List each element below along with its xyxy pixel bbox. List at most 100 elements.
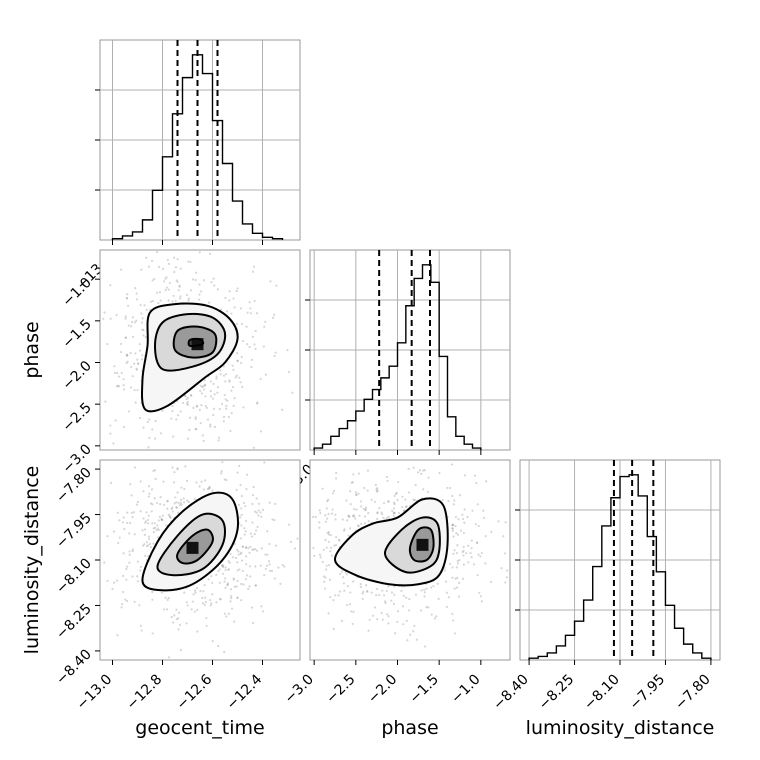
sample-point <box>235 585 238 588</box>
sample-point <box>245 325 248 328</box>
sample-point <box>418 469 422 472</box>
sample-point <box>239 307 242 310</box>
sample-point <box>150 510 153 513</box>
density-peak <box>186 541 199 554</box>
sample-point <box>201 385 204 389</box>
sample-point <box>432 585 435 588</box>
histogram-step-line <box>528 474 712 660</box>
sample-point <box>240 361 243 365</box>
sample-point <box>415 638 418 641</box>
sample-point <box>334 477 338 480</box>
sample-point <box>240 355 243 358</box>
y-tick-label: −7.95 <box>53 510 95 552</box>
sample-point <box>454 515 458 519</box>
sample-point <box>156 527 159 530</box>
sample-point <box>122 388 126 391</box>
sample-point <box>135 503 139 506</box>
sample-point <box>221 402 224 406</box>
sample-point <box>148 418 151 421</box>
sample-point <box>502 535 505 538</box>
sample-point <box>452 619 455 622</box>
sample-point <box>233 620 236 623</box>
sample-point <box>194 427 198 431</box>
sample-point <box>171 510 174 513</box>
sample-point <box>164 596 167 599</box>
sample-point <box>384 600 387 603</box>
sample-point <box>192 593 195 596</box>
sample-point <box>180 503 183 506</box>
sample-point <box>382 516 385 519</box>
sample-point <box>459 529 463 532</box>
sample-point <box>325 517 329 520</box>
sample-point <box>151 522 154 525</box>
sample-point <box>357 524 360 528</box>
sample-point <box>455 566 458 569</box>
sample-point <box>286 349 289 352</box>
contour-line <box>384 516 441 574</box>
sample-point <box>218 597 222 601</box>
sample-point <box>262 345 265 348</box>
sample-point <box>361 592 364 595</box>
sample-point <box>414 593 418 596</box>
sample-point <box>334 543 338 547</box>
sample-point <box>228 379 231 382</box>
sample-point <box>166 507 169 510</box>
sample-point <box>125 578 128 581</box>
sample-point <box>355 494 358 497</box>
sample-point <box>122 516 125 519</box>
sample-point <box>141 544 145 547</box>
sample-point <box>120 606 123 609</box>
sample-point <box>139 510 142 513</box>
contour-line <box>334 497 449 587</box>
sample-point <box>160 591 164 594</box>
sample-point <box>219 369 222 372</box>
sample-point <box>244 546 248 550</box>
sample-point <box>165 276 168 279</box>
sample-point <box>233 585 236 588</box>
sample-point <box>347 515 350 518</box>
sample-point <box>142 328 145 332</box>
sample-point <box>322 548 325 551</box>
sample-point <box>185 601 188 604</box>
sample-point <box>407 491 411 494</box>
sample-point <box>120 268 123 271</box>
sample-point <box>122 552 125 555</box>
sample-point <box>359 585 362 589</box>
sample-point <box>239 381 242 384</box>
sample-point <box>242 583 245 586</box>
sample-point <box>238 464 241 468</box>
sample-point <box>144 335 147 339</box>
sample-point <box>138 416 142 420</box>
sample-point <box>211 581 214 584</box>
sample-point <box>145 511 148 514</box>
sample-point <box>175 617 178 621</box>
sample-point <box>138 604 141 607</box>
sample-point <box>396 620 399 623</box>
y-axis-label-luminosity-distance: luminosity_distance <box>21 466 43 655</box>
sample-point <box>174 300 177 303</box>
sample-point <box>451 524 454 527</box>
sample-point <box>224 566 227 569</box>
sample-point <box>164 277 167 280</box>
sample-point <box>255 549 259 552</box>
sample-point <box>246 473 249 476</box>
sample-point <box>381 589 384 592</box>
sample-point <box>186 396 189 399</box>
sample-point <box>477 553 480 556</box>
sample-point <box>142 490 145 493</box>
sample-point <box>349 490 352 493</box>
sample-point <box>255 402 259 405</box>
sample-point <box>223 651 226 654</box>
sample-point <box>438 471 441 475</box>
sample-point <box>352 514 355 517</box>
sample-point <box>159 299 162 302</box>
sample-point <box>413 624 416 627</box>
sample-point <box>129 521 132 525</box>
sample-point <box>109 481 113 484</box>
sample-point <box>392 507 396 510</box>
sample-point <box>159 496 162 499</box>
sample-point <box>179 297 182 300</box>
sample-point <box>327 531 330 534</box>
sample-point <box>469 552 472 555</box>
sample-point <box>209 423 212 426</box>
